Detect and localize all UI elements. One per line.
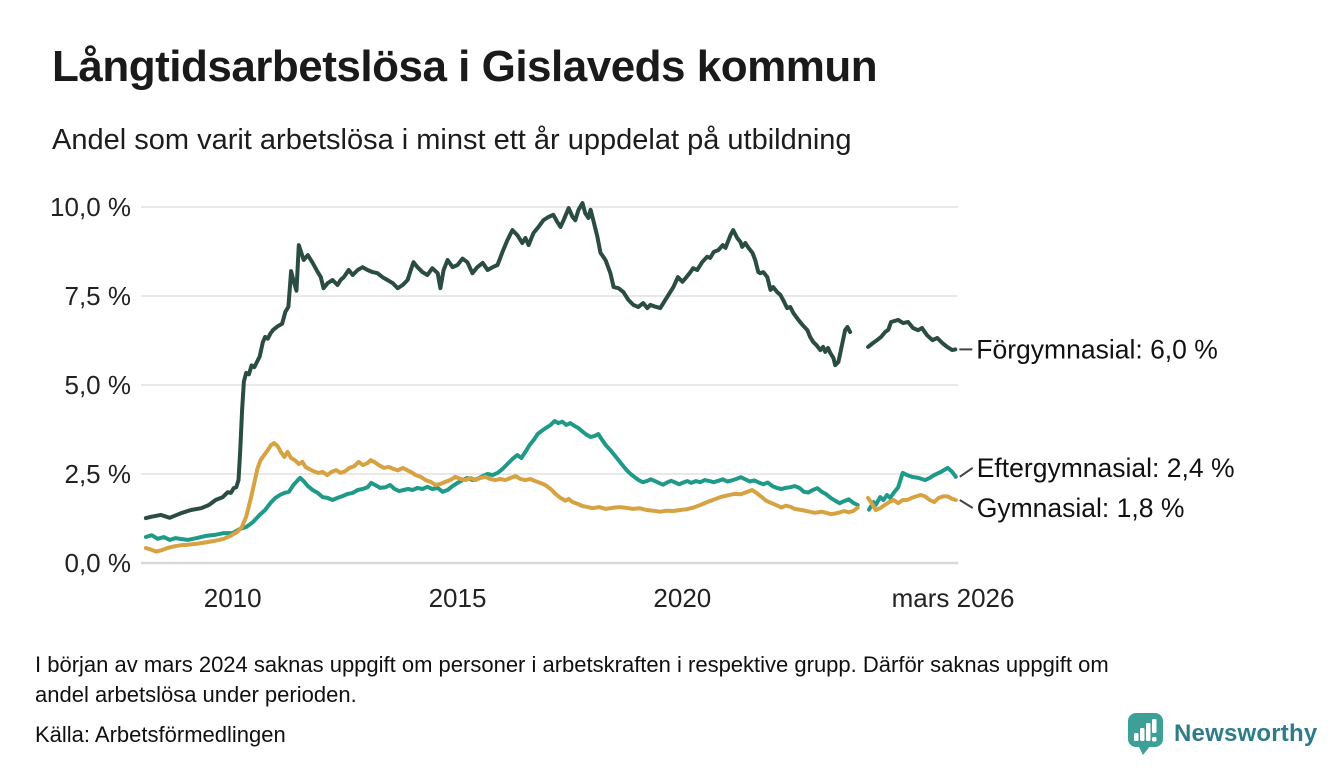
series-line-eftergymnasial bbox=[143, 419, 860, 542]
newsworthy-logo-text: Newsworthy bbox=[1174, 720, 1318, 747]
label-connector-gymnasial bbox=[959, 499, 974, 509]
line-chart: 10,0 % 7,5 % 5,0 % 2,5 % 0,0 % 2010 2015 2020 ma… bbox=[50, 192, 1235, 613]
y-tick-label: 5,0 % bbox=[65, 370, 132, 400]
page-title: Långtidsarbetslösa i Gislaveds kommun bbox=[52, 42, 878, 91]
label-connector-eftergymnasial bbox=[959, 467, 974, 478]
x-tick-label: mars 2026 bbox=[892, 583, 1015, 613]
x-tick-label: 2010 bbox=[204, 583, 262, 613]
chart-subtitle: Andel som varit arbetslösa i minst ett å… bbox=[52, 124, 852, 156]
newsworthy-logo[interactable]: Newsworthy bbox=[1127, 712, 1317, 756]
series-end-label-gymnasial: Gymnasial: 1,8 % bbox=[977, 493, 1185, 523]
series-end-label-forgymnasial: Förgymnasial: 6,0 % bbox=[976, 334, 1218, 364]
source-note: Källa: Arbetsförmedlingen bbox=[35, 722, 286, 747]
series-line-gymnasial bbox=[143, 441, 860, 554]
y-tick-label: 2,5 % bbox=[65, 459, 132, 489]
y-tick-label: 7,5 % bbox=[65, 281, 132, 311]
newsworthy-bar-chart-badge-icon bbox=[1128, 713, 1163, 755]
series-end-label-eftergymnasial: Eftergymnasial: 2,4 % bbox=[977, 453, 1235, 483]
series-line-forgymnasial bbox=[143, 201, 853, 521]
footnote-line: I början av mars 2024 saknas uppgift om … bbox=[35, 652, 1109, 677]
chart-footnote: I början av mars 2024 saknas uppgift om … bbox=[35, 650, 1295, 710]
x-tick-label: 2020 bbox=[653, 583, 711, 613]
series-line-eftergymnasial bbox=[867, 465, 958, 512]
series-line-forgymnasial bbox=[866, 317, 958, 353]
x-tick-label: 2015 bbox=[429, 583, 487, 613]
y-tick-label: 10,0 % bbox=[50, 192, 131, 222]
footnote-line: andel arbetslösa under perioden. bbox=[35, 682, 357, 707]
series-line-gymnasial bbox=[866, 493, 958, 512]
y-tick-label: 0,0 % bbox=[65, 548, 132, 578]
